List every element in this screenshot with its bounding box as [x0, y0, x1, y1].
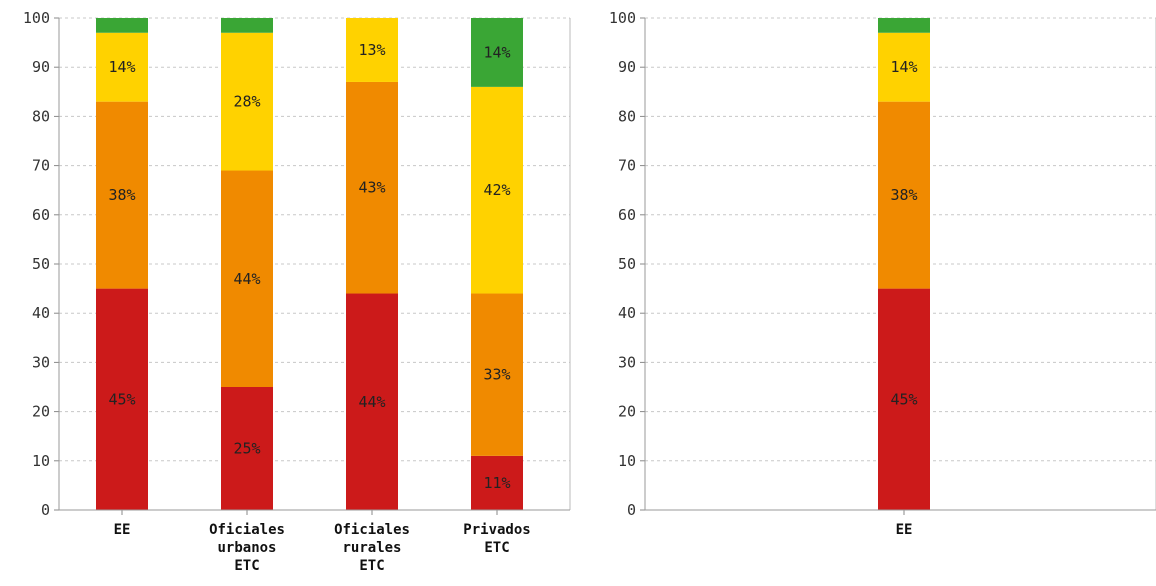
data-label: 45%	[108, 390, 135, 408]
bar-segment	[878, 101, 930, 289]
bar-segment	[221, 32, 273, 171]
bar-segment	[878, 18, 930, 33]
data-label: 13%	[358, 41, 385, 59]
x-tick-label: Privados ETC	[463, 522, 530, 556]
data-label: 44%	[358, 393, 385, 411]
x-tick-label: Oficiales rurales ETC	[334, 522, 410, 574]
bar-segment	[346, 293, 398, 510]
y-tick-label: 70	[32, 157, 50, 175]
bar-segment	[471, 18, 523, 87]
chart-1: 0 10 20 30 40 50 60 70 80 90 100 45% 38% 14% EE 25% 44% 2…	[23, 9, 571, 574]
bar-segment	[878, 288, 930, 510]
data-label: 14%	[483, 43, 510, 61]
bar-segment	[471, 293, 523, 456]
y-tick-label: 60	[618, 206, 636, 224]
x-tick-label: EE	[114, 522, 131, 538]
data-label: 38%	[108, 186, 135, 204]
data-label: 42%	[483, 181, 510, 199]
y-tick-label: 20	[618, 403, 636, 421]
bar-segment	[471, 86, 523, 294]
y-tick-label: 90	[618, 58, 636, 76]
data-label: 14%	[890, 58, 917, 76]
y-tick-label: 100	[23, 9, 50, 27]
bar-segment	[96, 32, 148, 102]
bar-segment	[471, 455, 523, 510]
data-label: 28%	[233, 93, 260, 111]
y-tick-label: 30	[618, 353, 636, 371]
bar-segment	[346, 81, 398, 294]
bar-segment	[221, 387, 273, 510]
y-tick-label: 80	[618, 107, 636, 125]
y-tick-label: 10	[32, 452, 50, 470]
chart-2: 0 10 20 30 40 50 60 70 80 90 100 45% 38% 14% EE	[609, 9, 1156, 538]
data-label: 11%	[483, 474, 510, 492]
bar-segment	[96, 288, 148, 510]
y-tick-label: 50	[618, 255, 636, 273]
y-tick-label: 100	[609, 9, 636, 27]
y-tick-label: 50	[32, 255, 50, 273]
bar-segment	[96, 101, 148, 289]
data-label: 38%	[890, 186, 917, 204]
y-tick-label: 40	[618, 304, 636, 322]
y-tick-label: 0	[627, 501, 636, 519]
data-label: 14%	[108, 58, 135, 76]
data-label: 33%	[483, 366, 510, 384]
bar-segment	[878, 32, 930, 102]
y-tick-label: 0	[41, 501, 50, 519]
y-tick-label: 90	[32, 58, 50, 76]
y-tick-label: 70	[618, 157, 636, 175]
data-label: 45%	[890, 390, 917, 408]
x-tick-label: Oficiales urbanos ETC	[209, 522, 285, 574]
y-tick-label: 30	[32, 353, 50, 371]
data-label: 44%	[233, 270, 260, 288]
y-tick-label: 20	[32, 403, 50, 421]
bar-segment	[346, 18, 398, 82]
bar-segment	[221, 18, 273, 33]
bar-segment	[221, 170, 273, 387]
x-tick-label: EE	[896, 522, 913, 538]
y-tick-label: 80	[32, 107, 50, 125]
data-label: 43%	[358, 179, 385, 197]
data-label: 25%	[233, 440, 260, 458]
y-tick-label: 60	[32, 206, 50, 224]
y-tick-label: 40	[32, 304, 50, 322]
y-tick-label: 10	[618, 452, 636, 470]
bar-segment	[96, 18, 148, 33]
